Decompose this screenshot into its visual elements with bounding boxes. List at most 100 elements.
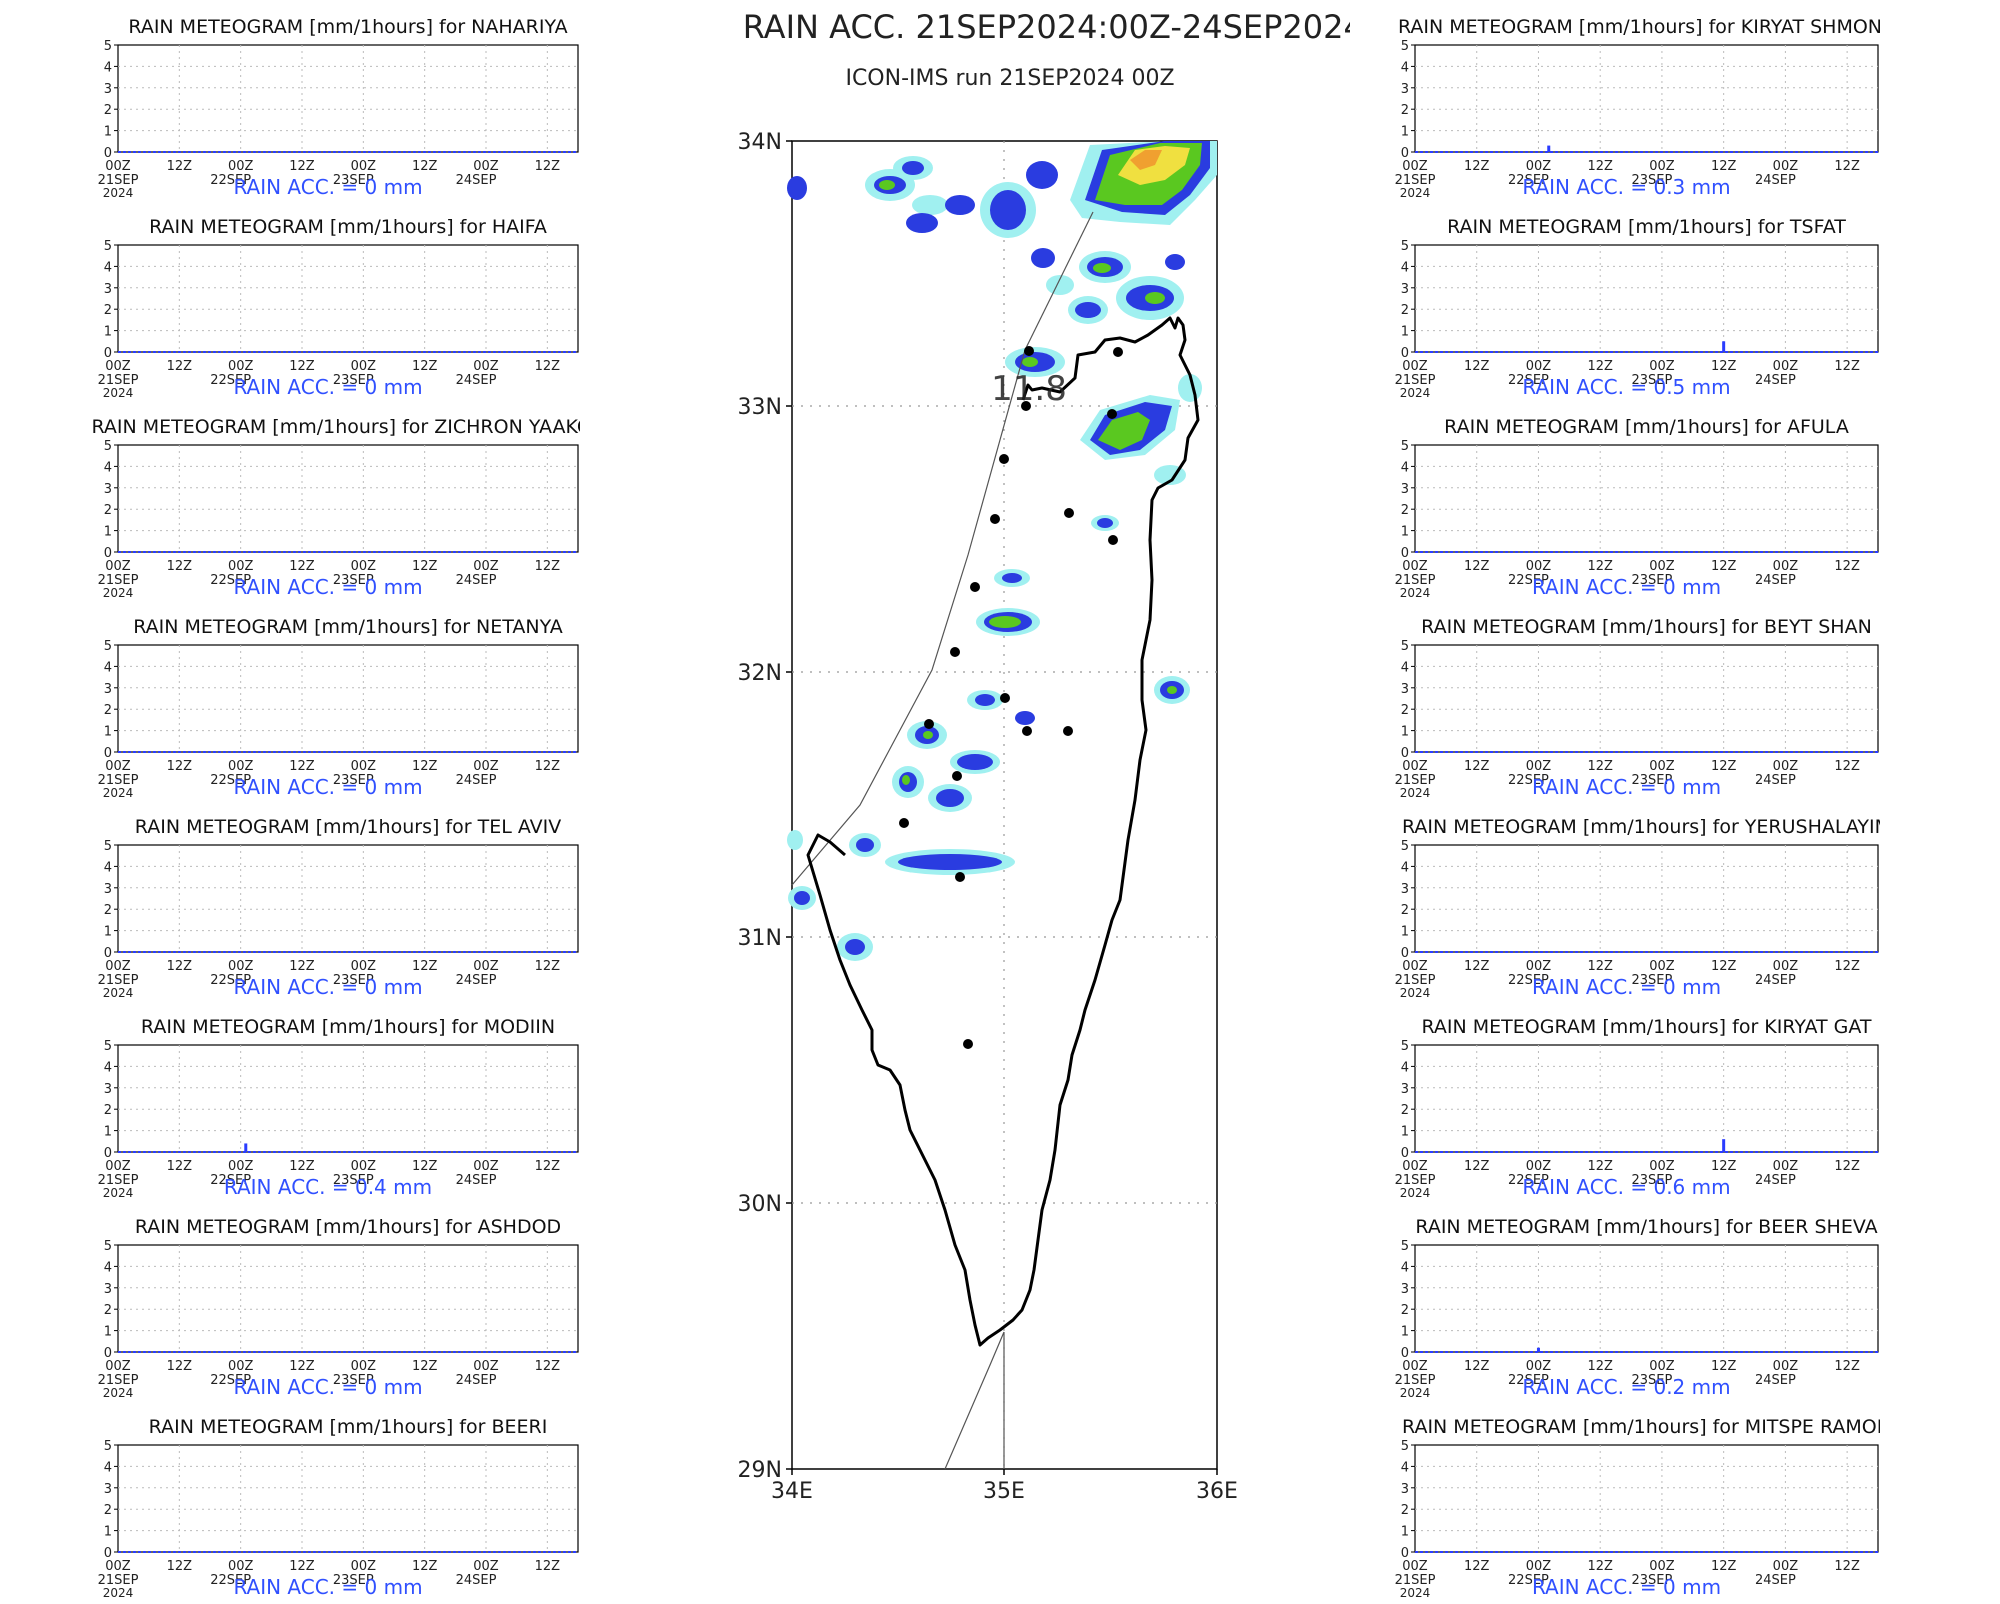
map-subtitle: ICON-IMS run 21SEP2024 00Z <box>845 66 1174 91</box>
station-marker-tsfat <box>1107 409 1117 419</box>
date-tick-label: 24SEP <box>1755 173 1796 188</box>
time-tick-label: 00Z <box>1649 359 1675 374</box>
time-tick-label: 12Z <box>1587 159 1613 174</box>
meteogram-title: RAIN METEOGRAM [mm/1hours] for BEERI <box>149 1416 548 1438</box>
time-tick-label: 00Z <box>473 1559 499 1574</box>
time-tick-label: 12Z <box>1834 1359 1860 1374</box>
meteogram-title: RAIN METEOGRAM [mm/1hours] for TEL AVIV <box>135 816 561 838</box>
time-tick-label: 00Z <box>351 159 377 174</box>
y-tick-label: 1 <box>104 1125 112 1140</box>
date-tick-label: 23SEP <box>333 373 374 388</box>
y-tick-label: 4 <box>104 260 112 275</box>
y-tick-label: 5 <box>104 1439 112 1454</box>
time-tick-label: 00Z <box>228 959 254 974</box>
time-tick-label: 00Z <box>1773 1559 1799 1574</box>
meteogram-frame <box>1414 1244 1879 1353</box>
meteogram-frame <box>1414 44 1879 153</box>
station-marker-eilat <box>963 1039 973 1049</box>
y-tick-label: 1 <box>104 125 112 140</box>
time-tick-label: 12Z <box>289 1559 315 1574</box>
y-tick-label: 5 <box>104 639 112 654</box>
y-tick-label: 3 <box>104 1082 112 1097</box>
date-tick-label: 21SEP <box>1395 173 1436 188</box>
date-tick-label: 23SEP <box>1632 773 1673 788</box>
date-tick-label: 24SEP <box>456 1573 497 1588</box>
y-tick-label: 2 <box>1401 303 1409 318</box>
y-tick-label: 4 <box>1401 1060 1409 1075</box>
rain-accumulation-label: RAIN ACC. = 0 mm <box>1532 575 1721 599</box>
time-tick-label: 12Z <box>1711 359 1737 374</box>
latitude-labels: 34N 33N 32N 31N 30N 29N <box>738 130 782 1483</box>
time-tick-label: 00Z <box>1773 959 1799 974</box>
time-tick-label: 00Z <box>351 559 377 574</box>
time-tick-label: 12Z <box>1711 1359 1737 1374</box>
date-tick-label: 21SEP <box>1395 1173 1436 1188</box>
y-tick-label: 3 <box>1401 682 1409 697</box>
station-marker-beer-sheva <box>899 818 909 828</box>
time-tick-label: 12Z <box>535 1559 561 1574</box>
time-tick-label: 12Z <box>1711 959 1737 974</box>
time-tick-label: 12Z <box>1464 1159 1490 1174</box>
y-tick-label: 2 <box>1401 1303 1409 1318</box>
y-tick-label: 3 <box>104 882 112 897</box>
year-tick-label: 2024 <box>1400 386 1431 400</box>
date-tick-label: 22SEP <box>1508 773 1549 788</box>
date-tick-label: 23SEP <box>1632 173 1673 188</box>
time-tick-label: 12Z <box>289 359 315 374</box>
y-tick-label: 5 <box>1401 239 1409 254</box>
rain-accumulation-label: RAIN ACC. = 0 mm <box>233 175 422 199</box>
date-tick-label: 24SEP <box>1755 973 1796 988</box>
y-tick-label: 2 <box>104 303 112 318</box>
date-tick-label: 21SEP <box>1395 773 1436 788</box>
y-tick-label: 1 <box>1401 525 1409 540</box>
rain-accumulation-label: RAIN ACC. = 0 mm <box>1532 775 1721 799</box>
time-tick-label: 12Z <box>1464 359 1490 374</box>
lon-label-34e: 34E <box>771 1479 813 1504</box>
date-tick-label: 22SEP <box>210 1573 251 1588</box>
meteogram-title: RAIN METEOGRAM [mm/1hours] for TSFAT <box>1447 216 1846 238</box>
meteogram-title: RAIN METEOGRAM [mm/1hours] for BEYT SHAN <box>1421 616 1872 638</box>
y-tick-label: 0 <box>1401 346 1409 361</box>
date-tick-label: 22SEP <box>1508 973 1549 988</box>
boundary-egypt-line <box>944 1331 1005 1470</box>
meteogram-title: RAIN METEOGRAM [mm/1hours] for YERUSHALA… <box>1402 816 1880 838</box>
time-tick-label: 12Z <box>535 159 561 174</box>
precip-cell-northeast <box>1070 141 1217 225</box>
time-tick-label: 00Z <box>1526 959 1552 974</box>
time-tick-label: 00Z <box>1402 159 1428 174</box>
precip-cell-north-scattered <box>787 156 1185 324</box>
time-tick-label: 12Z <box>167 359 193 374</box>
date-tick-label: 21SEP <box>98 773 139 788</box>
date-tick-label: 23SEP <box>1632 1573 1673 1588</box>
meteogram-ashdod: RAIN METEOGRAM [mm/1hours] for ASHDOD012… <box>98 1216 579 1400</box>
date-tick-label: 23SEP <box>1632 1173 1673 1188</box>
y-tick-label: 1 <box>104 725 112 740</box>
time-tick-label: 00Z <box>1773 559 1799 574</box>
station-marker-beyt-shan <box>1108 535 1118 545</box>
meteogram-grid <box>118 1245 578 1352</box>
y-tick-label: 4 <box>104 660 112 675</box>
y-tick-label: 5 <box>104 1239 112 1254</box>
time-tick-label: 00Z <box>351 1159 377 1174</box>
meteogram-modiin: RAIN METEOGRAM [mm/1hours] for MODIIN012… <box>98 1016 579 1200</box>
time-tick-label: 00Z <box>1649 559 1675 574</box>
time-tick-label: 00Z <box>473 159 499 174</box>
meteogram-grid <box>1415 645 1878 752</box>
date-tick-label: 24SEP <box>456 573 497 588</box>
y-tick-label: 5 <box>1401 1439 1409 1454</box>
meteogram-frame <box>117 644 579 753</box>
time-tick-label: 00Z <box>473 559 499 574</box>
date-tick-label: 22SEP <box>1508 1173 1549 1188</box>
time-tick-label: 00Z <box>1402 1159 1428 1174</box>
time-tick-label: 12Z <box>412 1359 438 1374</box>
time-tick-label: 12Z <box>167 1559 193 1574</box>
y-tick-label: 5 <box>104 239 112 254</box>
date-tick-label: 22SEP <box>210 973 251 988</box>
station-marker-jericho <box>1063 726 1073 736</box>
time-tick-label: 00Z <box>1402 1559 1428 1574</box>
date-tick-label: 22SEP <box>210 773 251 788</box>
meteogram-frame <box>1414 444 1879 553</box>
y-tick-label: 1 <box>1401 925 1409 940</box>
y-tick-label: 4 <box>104 1060 112 1075</box>
